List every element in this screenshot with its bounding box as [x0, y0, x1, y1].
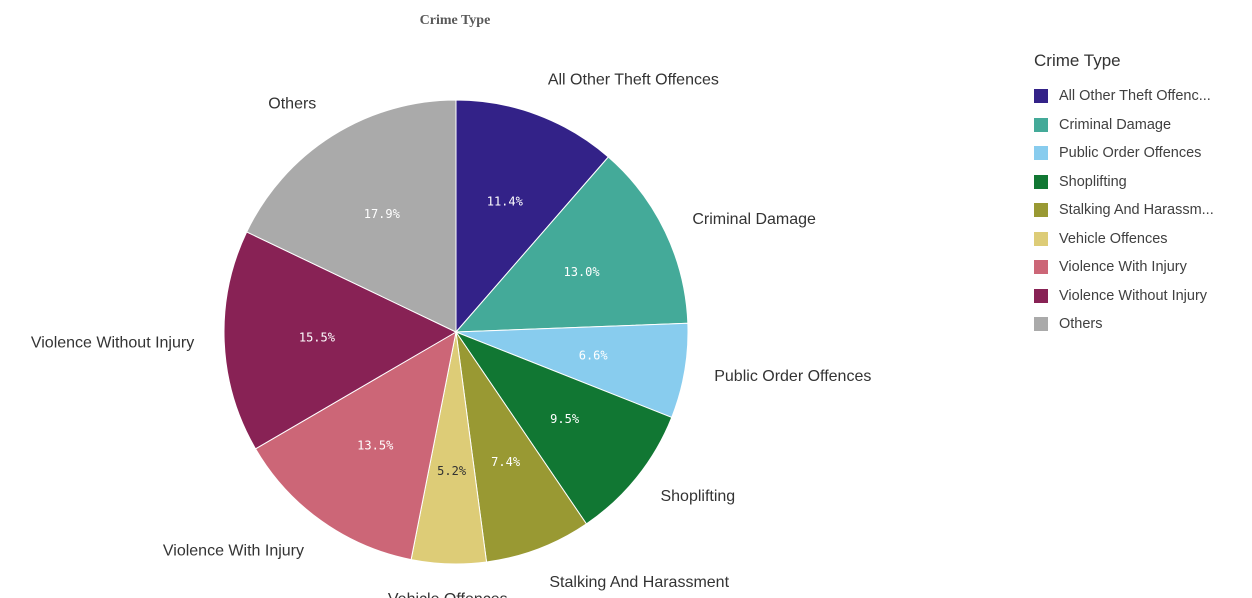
category-label-criminal-damage: Criminal Damage: [692, 211, 816, 228]
percent-label-shoplifting: 9.5%: [550, 412, 580, 426]
category-label-all-other-theft-offences: All Other Theft Offences: [548, 72, 719, 89]
category-label-public-order-offences: Public Order Offences: [714, 368, 871, 385]
legend-swatch: [1034, 232, 1048, 246]
percent-label-violence-with-injury: 13.5%: [357, 438, 394, 452]
percent-label-vehicle-offences: 5.2%: [437, 464, 467, 478]
pie-chart: Crime Type 11.4% 13.0% 6.6% 9.5% 7.4% 5.2% 13.…: [0, 0, 910, 598]
pie-slices: [224, 100, 688, 564]
legend-swatch: [1034, 260, 1048, 274]
legend-label: Public Order Offences: [1059, 145, 1201, 161]
legend-label: Stalking And Harassm...: [1059, 202, 1214, 218]
percent-label-violence-without-injury: 15.5%: [299, 331, 336, 345]
legend-label: Criminal Damage: [1059, 117, 1171, 133]
legend-swatch: [1034, 118, 1048, 132]
legend: Crime Type All Other Theft Offenc... Crim…: [1034, 50, 1246, 339]
legend-label: Violence With Injury: [1059, 259, 1187, 275]
chart-title: Crime Type: [420, 13, 491, 28]
category-label-vehicle-offences: Vehicle Offences: [388, 591, 508, 598]
legend-item-vehicle-offences[interactable]: Vehicle Offences: [1034, 225, 1246, 254]
legend-item-all-other-theft-offences[interactable]: All Other Theft Offenc...: [1034, 82, 1246, 111]
percent-label-criminal-damage: 13.0%: [564, 265, 601, 279]
percent-label-public-order-offences: 6.6%: [579, 349, 609, 363]
legend-swatch: [1034, 317, 1048, 331]
legend-swatch: [1034, 289, 1048, 303]
legend-items: All Other Theft Offenc... Criminal Damage…: [1034, 82, 1246, 339]
legend-title: Crime Type: [1034, 50, 1246, 72]
legend-label: Others: [1059, 316, 1103, 332]
legend-item-criminal-damage[interactable]: Criminal Damage: [1034, 111, 1246, 140]
percent-label-all-other-theft-offences: 11.4%: [487, 195, 524, 209]
category-label-shoplifting: Shoplifting: [660, 488, 735, 505]
category-label-violence-with-injury: Violence With Injury: [163, 542, 304, 559]
legend-item-shoplifting[interactable]: Shoplifting: [1034, 168, 1246, 197]
legend-item-stalking-and-harassment[interactable]: Stalking And Harassm...: [1034, 196, 1246, 225]
legend-item-violence-with-injury[interactable]: Violence With Injury: [1034, 253, 1246, 282]
legend-swatch: [1034, 146, 1048, 160]
percent-label-stalking-and-harassment: 7.4%: [491, 455, 521, 469]
legend-swatch: [1034, 89, 1048, 103]
legend-item-others[interactable]: Others: [1034, 310, 1246, 339]
percent-label-others: 17.9%: [364, 207, 401, 221]
legend-label: Violence Without Injury: [1059, 288, 1207, 304]
category-label-stalking-and-harassment: Stalking And Harassment: [549, 574, 729, 591]
legend-item-violence-without-injury[interactable]: Violence Without Injury: [1034, 282, 1246, 311]
category-label-violence-without-injury: Violence Without Injury: [31, 335, 194, 352]
category-label-others: Others: [268, 95, 316, 112]
legend-swatch: [1034, 175, 1048, 189]
legend-label: All Other Theft Offenc...: [1059, 88, 1211, 104]
legend-label: Shoplifting: [1059, 174, 1127, 190]
legend-item-public-order-offences[interactable]: Public Order Offences: [1034, 139, 1246, 168]
legend-label: Vehicle Offences: [1059, 231, 1168, 247]
legend-swatch: [1034, 203, 1048, 217]
